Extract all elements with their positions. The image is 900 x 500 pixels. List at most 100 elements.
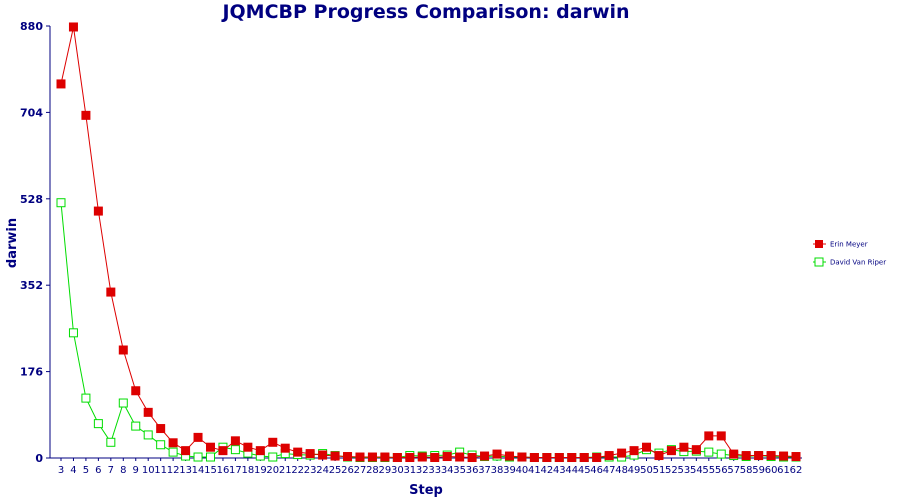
x-tick-label: 36 [466, 465, 479, 476]
x-tick-label: 4 [70, 465, 76, 476]
x-tick-label: 21 [279, 465, 292, 476]
data-point [168, 447, 178, 457]
data-point [679, 442, 689, 452]
series-line [60, 26, 797, 459]
data-point [579, 453, 589, 463]
data-point [243, 442, 253, 452]
x-tick-label: 44 [565, 465, 578, 476]
data-point [93, 419, 103, 429]
y-tick-label: 0 [35, 452, 43, 465]
data-point [567, 453, 577, 463]
x-tick-label: 16 [217, 465, 230, 476]
data-point [716, 449, 726, 459]
data-point [754, 451, 764, 461]
x-tick-label: 28 [366, 465, 379, 476]
x-tick-label: 15 [204, 465, 217, 476]
x-tick-label: 48 [615, 465, 628, 476]
x-tick-label: 38 [491, 465, 504, 476]
data-point [417, 452, 427, 462]
x-tick-label: 7 [108, 465, 114, 476]
data-point [392, 453, 402, 463]
x-tick-label: 57 [727, 465, 740, 476]
chart-title: JQMCBP Progress Comparison: darwin [220, 1, 629, 23]
x-tick-label: 29 [379, 465, 392, 476]
data-point [131, 386, 141, 396]
data-point [168, 438, 178, 448]
data-point [380, 452, 390, 462]
data-point [181, 446, 191, 456]
x-tick-label: 52 [665, 465, 678, 476]
series-line [60, 202, 796, 458]
data-point [405, 453, 415, 463]
data-point [729, 449, 739, 459]
x-tick-label: 9 [133, 465, 139, 476]
data-point [554, 453, 564, 463]
x-tick-label: 20 [266, 465, 279, 476]
x-tick-label: 31 [403, 465, 416, 476]
data-point [430, 453, 440, 463]
data-point [666, 446, 676, 456]
legend-marker [815, 240, 823, 248]
x-tick-label: 54 [690, 465, 703, 476]
data-point [106, 437, 116, 447]
data-point [68, 22, 78, 32]
x-tick-label: 14 [192, 465, 205, 476]
data-point [205, 452, 215, 462]
x-tick-label: 37 [478, 465, 491, 476]
x-tick-label: 35 [453, 465, 466, 476]
data-point [118, 398, 128, 408]
x-tick-label: 50 [640, 465, 653, 476]
data-point [517, 452, 527, 462]
x-tick-label: 41 [528, 465, 541, 476]
data-point [305, 449, 315, 459]
x-tick-label: 32 [416, 465, 429, 476]
data-point [529, 453, 539, 463]
x-tick-label: 18 [241, 465, 254, 476]
data-point [642, 442, 652, 452]
data-point [218, 446, 228, 456]
data-point [704, 447, 714, 457]
data-point [704, 431, 714, 441]
data-point [118, 345, 128, 355]
data-point [592, 453, 602, 463]
data-point [268, 437, 278, 447]
x-tick-label: 61 [777, 465, 790, 476]
data-point [455, 452, 465, 462]
data-point [741, 451, 751, 461]
data-point [330, 451, 340, 461]
legend-label: Erin Meyer [830, 241, 868, 249]
x-tick-label: 13 [179, 465, 192, 476]
data-point [230, 445, 240, 455]
y-tick-label: 176 [20, 366, 43, 379]
y-tick-label: 880 [20, 20, 43, 33]
x-tick-label: 42 [540, 465, 553, 476]
y-tick-label: 704 [20, 106, 43, 119]
data-point [230, 436, 240, 446]
x-tick-label: 39 [503, 465, 516, 476]
x-tick-label: 62 [790, 465, 803, 476]
data-point [442, 452, 452, 462]
data-point [143, 407, 153, 417]
data-point [268, 452, 278, 462]
data-point [629, 446, 639, 456]
x-tick-label: 3 [58, 465, 64, 476]
x-tick-label: 27 [354, 465, 367, 476]
x-tick-label: 56 [715, 465, 728, 476]
data-point [205, 442, 215, 452]
data-point [654, 451, 664, 461]
data-point [691, 445, 701, 455]
data-point [280, 443, 290, 453]
x-tick-label: 33 [428, 465, 441, 476]
x-tick-label: 5 [83, 465, 89, 476]
x-tick-label: 11 [154, 465, 167, 476]
x-tick-label: 19 [254, 465, 267, 476]
x-tick-label: 45 [578, 465, 591, 476]
x-tick-label: 23 [304, 465, 317, 476]
x-tick-label: 26 [341, 465, 354, 476]
data-point [318, 450, 328, 460]
data-point [779, 451, 789, 461]
y-tick-label: 528 [20, 193, 43, 206]
data-point [106, 287, 116, 297]
